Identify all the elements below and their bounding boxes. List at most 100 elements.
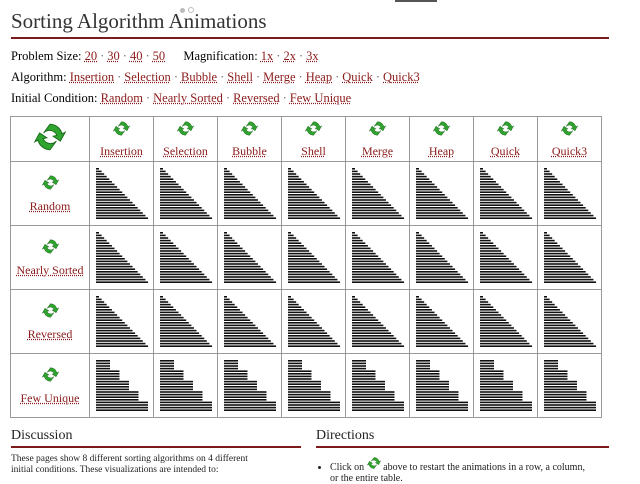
algorithm-insertion-link[interactable]: Insertion — [69, 70, 115, 84]
animation-cell[interactable] — [473, 161, 538, 226]
table-row: Reversed — [10, 289, 602, 354]
column-header-insertion: Insertion — [89, 116, 154, 162]
separator: · — [298, 49, 304, 63]
animation-cell[interactable] — [89, 225, 154, 290]
restart-row-icon[interactable] — [41, 302, 59, 324]
condition-nearly-sorted-link[interactable]: Nearly Sorted — [153, 91, 223, 105]
restart-column-icon[interactable] — [176, 120, 195, 142]
animation-cell[interactable] — [89, 289, 154, 354]
restart-row-icon[interactable] — [41, 366, 59, 388]
discussion-text: These pages show 8 different sorting alg… — [11, 454, 248, 476]
restart-row-icon[interactable] — [41, 174, 59, 196]
restart-column-icon[interactable] — [304, 120, 323, 142]
animation-cell[interactable] — [217, 161, 282, 226]
condition-few-unique-link[interactable]: Few Unique — [289, 91, 352, 105]
animation-cell[interactable] — [89, 161, 154, 226]
animation-cell[interactable] — [281, 289, 346, 354]
column-label[interactable]: Merge — [361, 143, 394, 158]
animation-cell[interactable] — [153, 289, 218, 354]
condition-random-link[interactable]: Random — [100, 91, 143, 105]
animation-cell[interactable] — [217, 353, 282, 418]
restart-column-icon[interactable] — [240, 120, 259, 142]
table-row: Nearly Sorted — [10, 225, 602, 290]
animation-cell[interactable] — [409, 225, 474, 290]
separator: · — [145, 91, 151, 105]
column-header-heap: Heap — [409, 116, 474, 162]
restart-row-icon[interactable] — [41, 238, 59, 260]
algorithm-quick3-link[interactable]: Quick3 — [383, 70, 420, 84]
algorithm-heap-link[interactable]: Heap — [305, 70, 333, 84]
initial-condition-label: Initial Condition: — [11, 91, 98, 105]
top-bar — [395, 0, 437, 2]
row-header-reversed: Reversed — [10, 289, 90, 354]
condition-reversed-link[interactable]: Reversed — [233, 91, 280, 105]
separator: · — [100, 49, 105, 63]
restart-column-icon[interactable] — [560, 120, 579, 142]
discussion-text-line-2: initial conditions. These visualizations… — [11, 465, 219, 475]
magnification-1x-link[interactable]: 1x — [260, 49, 274, 63]
row-label[interactable]: Reversed — [27, 326, 73, 341]
animation-cell[interactable] — [217, 289, 282, 354]
animation-cell[interactable] — [537, 289, 602, 354]
animation-cell[interactable] — [473, 225, 538, 290]
row-label[interactable]: Random — [29, 198, 71, 213]
magnification-3x-link[interactable]: 3x — [306, 49, 319, 63]
animation-cell[interactable] — [537, 161, 602, 226]
animation-cell[interactable] — [473, 289, 538, 354]
column-header-merge: Merge — [345, 116, 410, 162]
animation-grid: Insertion Selection Bubble Shell Merge Heap Qu… — [10, 116, 602, 418]
restart-column-icon[interactable] — [496, 120, 515, 142]
problem-size-20-link[interactable]: 20 — [84, 49, 98, 63]
animation-cell[interactable] — [345, 161, 410, 226]
row-label[interactable]: Nearly Sorted — [16, 262, 84, 277]
animation-cell[interactable] — [409, 353, 474, 418]
restart-column-icon[interactable] — [432, 120, 451, 142]
animation-cell[interactable] — [217, 225, 282, 290]
restart-all-icon[interactable] — [33, 121, 67, 158]
column-label[interactable]: Heap — [428, 143, 455, 158]
column-label[interactable]: Bubble — [232, 143, 267, 158]
algorithm-merge-link[interactable]: Merge — [263, 70, 296, 84]
directions-list: Click on above to restart the animations… — [316, 456, 630, 484]
problem-size-50-link[interactable]: 50 — [152, 49, 166, 63]
problem-size-30-link[interactable]: 30 — [107, 49, 120, 63]
restart-column-icon[interactable] — [368, 120, 387, 142]
animation-cell[interactable] — [409, 161, 474, 226]
restart-column-icon[interactable] — [112, 120, 131, 142]
animation-cell[interactable] — [153, 353, 218, 418]
animation-cell[interactable] — [153, 161, 218, 226]
row-label[interactable]: Few Unique — [20, 390, 80, 405]
animation-cell[interactable] — [153, 225, 218, 290]
animation-cell[interactable] — [89, 353, 154, 418]
animation-cell[interactable] — [345, 353, 410, 418]
column-label[interactable]: Selection — [163, 143, 208, 158]
algorithm-selection-link[interactable]: Selection — [124, 70, 171, 84]
algorithm-shell-link[interactable]: Shell — [227, 70, 253, 84]
animation-cell[interactable] — [537, 225, 602, 290]
separator: · — [255, 70, 261, 84]
column-header-quick3: Quick3 — [537, 116, 602, 162]
column-label[interactable]: Quick — [490, 143, 521, 158]
algorithm-bubble-link[interactable]: Bubble — [180, 70, 218, 84]
animation-cell[interactable] — [281, 225, 346, 290]
separator: · — [122, 49, 127, 63]
column-label[interactable]: Shell — [301, 143, 326, 158]
problem-size-40-link[interactable]: 40 — [129, 49, 143, 63]
restart-all-cell[interactable] — [10, 116, 90, 162]
column-label[interactable]: Insertion — [100, 143, 143, 158]
directions-text-after: above to restart the animations in a row… — [383, 462, 585, 473]
initial-condition-options: Random · Nearly Sorted · Reversed · Few Unique — [101, 91, 352, 105]
animation-cell[interactable] — [409, 289, 474, 354]
animation-cell[interactable] — [537, 353, 602, 418]
magnification-2x-link[interactable]: 2x — [283, 49, 296, 63]
animation-cell[interactable] — [345, 225, 410, 290]
animation-cell[interactable] — [281, 353, 346, 418]
page-title: Sorting Algorithm Animations — [11, 9, 267, 33]
animation-cell[interactable] — [281, 161, 346, 226]
options-algorithm-line: Algorithm: Insertion · Selection · Bubble · Sh… — [11, 70, 420, 85]
column-label[interactable]: Quick3 — [551, 143, 588, 158]
discussion-text-line-1: These pages show 8 different sorting alg… — [11, 454, 248, 464]
animation-cell[interactable] — [345, 289, 410, 354]
algorithm-quick-link[interactable]: Quick — [342, 70, 373, 84]
animation-cell[interactable] — [473, 353, 538, 418]
